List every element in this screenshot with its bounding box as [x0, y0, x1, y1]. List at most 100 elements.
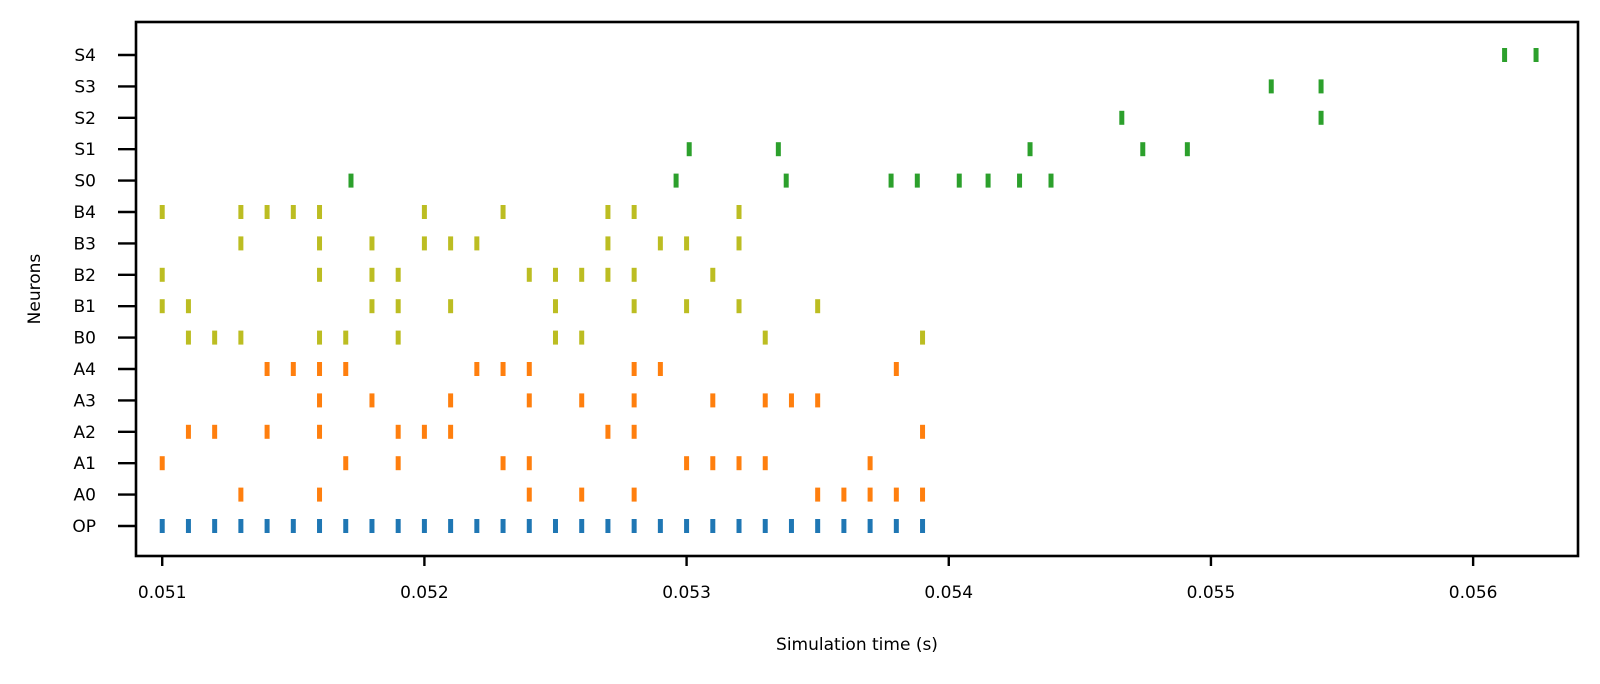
spike-mark: [212, 330, 218, 345]
spike-mark: [710, 393, 716, 408]
spike-mark: [631, 267, 637, 282]
spike-mark: [421, 519, 427, 533]
spike-mark: [395, 424, 401, 439]
spike-mark: [985, 173, 991, 188]
spike-mark: [343, 362, 349, 376]
x-tick-label: 0.051: [138, 583, 187, 603]
spike-mark: [395, 299, 401, 314]
spike-mark: [448, 424, 454, 439]
spike-mark: [710, 519, 716, 533]
y-tick-label: B2: [74, 266, 96, 286]
spike-mark: [348, 173, 354, 188]
spike-mark: [657, 236, 663, 251]
spike-mark: [579, 267, 585, 282]
y-tick-label: A1: [74, 454, 96, 474]
spike-mark: [631, 424, 637, 439]
spike-mark: [552, 267, 558, 282]
spike-mark: [1268, 79, 1274, 94]
y-tick-label: S4: [74, 46, 96, 66]
spike-mark: [788, 519, 794, 533]
spike-mark: [1119, 110, 1125, 125]
spike-mark: [579, 393, 585, 408]
spike-mark: [264, 362, 270, 376]
spike-mark: [500, 456, 506, 471]
x-tick-label: 0.052: [400, 583, 449, 603]
spike-mark: [369, 267, 375, 282]
y-tick-label: OP: [72, 517, 96, 537]
spike-mark: [605, 205, 611, 219]
spike-mark: [317, 519, 323, 533]
spike-mark: [474, 362, 480, 376]
y-tick-label: A3: [74, 391, 96, 411]
y-tick-label: A4: [74, 360, 96, 380]
spike-mark: [920, 424, 926, 439]
spike-mark: [1318, 79, 1324, 94]
spike-mark: [815, 519, 821, 533]
spike-mark: [710, 456, 716, 471]
spike-mark: [317, 330, 323, 345]
spike-mark: [762, 456, 768, 471]
spike-mark: [1184, 142, 1190, 157]
spike-marks: [159, 48, 1539, 533]
x-tick-label: 0.056: [1449, 583, 1498, 603]
spike-mark: [395, 519, 401, 533]
spike-mark: [579, 330, 585, 345]
spike-mark: [474, 519, 480, 533]
spike-mark: [552, 299, 558, 314]
spike-mark: [605, 236, 611, 251]
spike-mark: [920, 487, 926, 502]
y-tick-label: B3: [74, 234, 96, 254]
spike-mark: [657, 362, 663, 376]
spike-mark: [212, 424, 218, 439]
y-tick-label: S2: [74, 109, 96, 129]
y-axis-label: Neurons: [25, 254, 45, 325]
y-tick-label: S0: [74, 172, 96, 192]
spike-mark: [343, 519, 349, 533]
spike-mark: [762, 519, 768, 533]
spike-mark: [369, 299, 375, 314]
spike-mark: [631, 205, 637, 219]
spike-mark: [369, 236, 375, 251]
spike-mark: [684, 299, 690, 314]
spike-mark: [893, 362, 899, 376]
y-tick-label: B0: [74, 329, 96, 349]
spike-mark: [736, 236, 742, 251]
spike-mark: [552, 519, 558, 533]
spike-mark: [369, 519, 375, 533]
spike-mark: [605, 424, 611, 439]
spike-mark: [579, 487, 585, 502]
spike-mark: [914, 173, 920, 188]
spike-mark: [867, 456, 873, 471]
spike-mark: [343, 330, 349, 345]
spike-mark: [185, 424, 191, 439]
spike-mark: [448, 236, 454, 251]
spike-mark: [421, 205, 427, 219]
spike-mark: [185, 299, 191, 314]
spike-mark: [893, 519, 899, 533]
spike-mark: [631, 362, 637, 376]
spike-mark: [290, 362, 296, 376]
spike-mark: [1140, 142, 1146, 157]
y-tick-label: A0: [74, 486, 96, 506]
y-axis-ticks: OP A0 A1 A2 A3 A4 B0 B1 B2 B3 B4 S0 S1 S2 S3 S4: [72, 46, 136, 537]
y-tick-label: S1: [74, 140, 96, 160]
spike-mark: [238, 330, 244, 345]
spike-mark: [1318, 110, 1324, 125]
spike-mark: [317, 393, 323, 408]
spike-mark: [1027, 142, 1033, 157]
spike-mark: [867, 519, 873, 533]
spike-mark: [185, 519, 191, 533]
plot-frame: [134, 20, 1580, 558]
spike-mark: [421, 424, 427, 439]
spike-mark: [893, 487, 899, 502]
spike-mark: [500, 362, 506, 376]
spike-mark: [395, 267, 401, 282]
y-tick-label: B1: [74, 297, 96, 317]
spike-mark: [1533, 48, 1539, 62]
spike-mark: [920, 519, 926, 533]
spike-mark: [264, 519, 270, 533]
spike-mark: [238, 205, 244, 219]
spike-mark: [317, 362, 323, 376]
spike-mark: [605, 519, 611, 533]
